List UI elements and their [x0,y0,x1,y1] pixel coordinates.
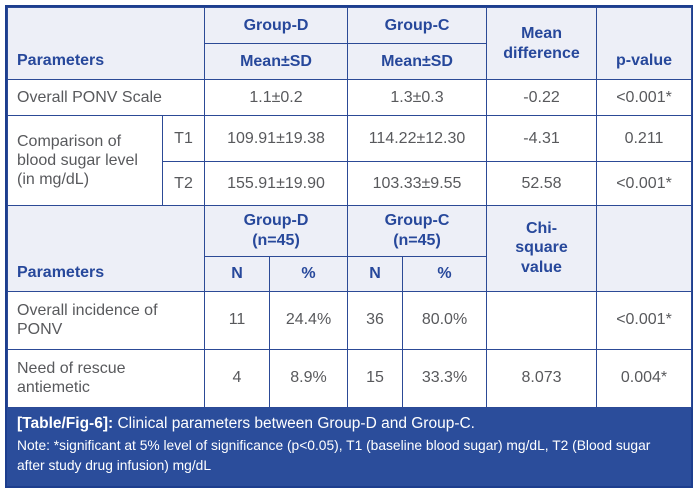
p-value-header-blank [596,206,692,292]
figure-label: [Table/Fig-6]: [17,414,114,432]
table-row: Mean±SD Mean±SD [8,43,692,80]
table-figure: Parameters Group-D Group-C Mean differen… [5,5,693,488]
group-c-percent-value: 80.0% [402,290,487,350]
table-row: T2 155.91±19.90 103.33±9.55 52.58 <0.001… [8,161,693,206]
chi-square-value [486,290,597,350]
group-d-n-value: 4 [204,348,270,408]
n-subheader: N [204,255,270,292]
n-subheader: N [347,255,403,292]
group-d-value: 155.91±19.90 [204,161,349,206]
group-c-value: 1.3±0.3 [347,79,488,116]
parameter-cell: Comparison of blood sugar level (in mg/d… [7,115,163,206]
group-c-n-value: 36 [347,290,403,350]
figure-caption: [Table/Fig-6]: Clinical parameters betwe… [7,407,691,486]
mean-difference-value: -4.31 [486,115,598,162]
group-c-value: 103.33±9.55 [347,161,488,206]
group-d-value: 109.91±19.38 [204,115,349,162]
mean-difference-label: Mean difference [503,24,580,62]
group-c-n45-label: Group-C (n=45) [384,212,450,249]
p-value: <0.001* [596,290,692,350]
time-point-cell: T2 [161,161,206,206]
table-row: Overall incidence of PONV 11 24.4% 36 80… [7,290,692,350]
group-c-n45-header: Group-C (n=45) [347,206,487,257]
parameters-header: Parameters [7,206,205,292]
table-row: Comparison of blood sugar level (in mg/d… [7,115,693,206]
group-c-value: 114.22±12.30 [347,115,488,162]
group-c-n-value: 15 [347,348,403,408]
caption-title-line: [Table/Fig-6]: Clinical parameters betwe… [17,415,681,433]
table-row: Overall PONV Scale 1.1±0.2 1.3±0.3 -0.22… [6,79,693,116]
group-c-percent-value: 33.3% [402,348,487,408]
p-value: <0.001* [596,79,693,116]
chi-square-value: 8.073 [486,348,597,408]
incidence-table: Parameters Group-D (n=45) Group-C (n=45)… [7,206,692,408]
caption-note: Note: *significant at 5% level of signif… [17,437,651,474]
mean-difference-value: 52.58 [486,161,598,206]
group-d-n-value: 11 [204,290,270,350]
parameter-cell: Overall incidence of PONV [7,290,205,350]
parameter-cell: Overall PONV Scale [6,79,206,116]
group-d-meansd-subheader: Mean±SD [204,43,349,80]
table-row: Parameters Group-D (n=45) Group-C (n=45)… [7,206,692,292]
p-value: <0.001* [596,161,693,206]
parameter-cell: Need of rescue antiemetic [7,348,205,408]
group-d-header: Group-D [204,7,349,44]
time-point-cell: T1 [161,115,206,162]
caption-title: Clinical parameters between Group-D and … [113,414,475,432]
mean-difference-header: Mean difference [486,7,598,80]
group-d-value: 1.1±0.2 [204,79,349,116]
mean-sd-table: Parameters Group-D Group-C Mean differen… [6,7,693,206]
table-row: Need of rescue antiemetic 4 8.9% 15 33.3… [7,348,692,408]
mean-difference-value: -0.22 [486,79,598,116]
group-d-n45-label: Group-D (n=45) [243,212,309,249]
p-value-header: p-value [596,7,693,80]
p-value: 0.004* [596,348,692,408]
chi-square-header: Chi-square value [486,206,597,292]
percent-subheader: % [402,255,487,292]
table-row: Parameters Group-D Group-C Mean differen… [6,7,693,80]
group-d-n45-header: Group-D (n=45) [204,206,348,257]
group-c-meansd-subheader: Mean±SD [347,43,488,80]
group-d-percent-value: 24.4% [269,290,348,350]
p-value: 0.211 [596,115,693,162]
group-d-percent-value: 8.9% [269,348,348,408]
percent-subheader: % [269,255,348,292]
group-c-header: Group-C [347,7,488,44]
parameters-header: Parameters [6,7,206,80]
chi-square-label: Chi-square value [515,219,568,276]
